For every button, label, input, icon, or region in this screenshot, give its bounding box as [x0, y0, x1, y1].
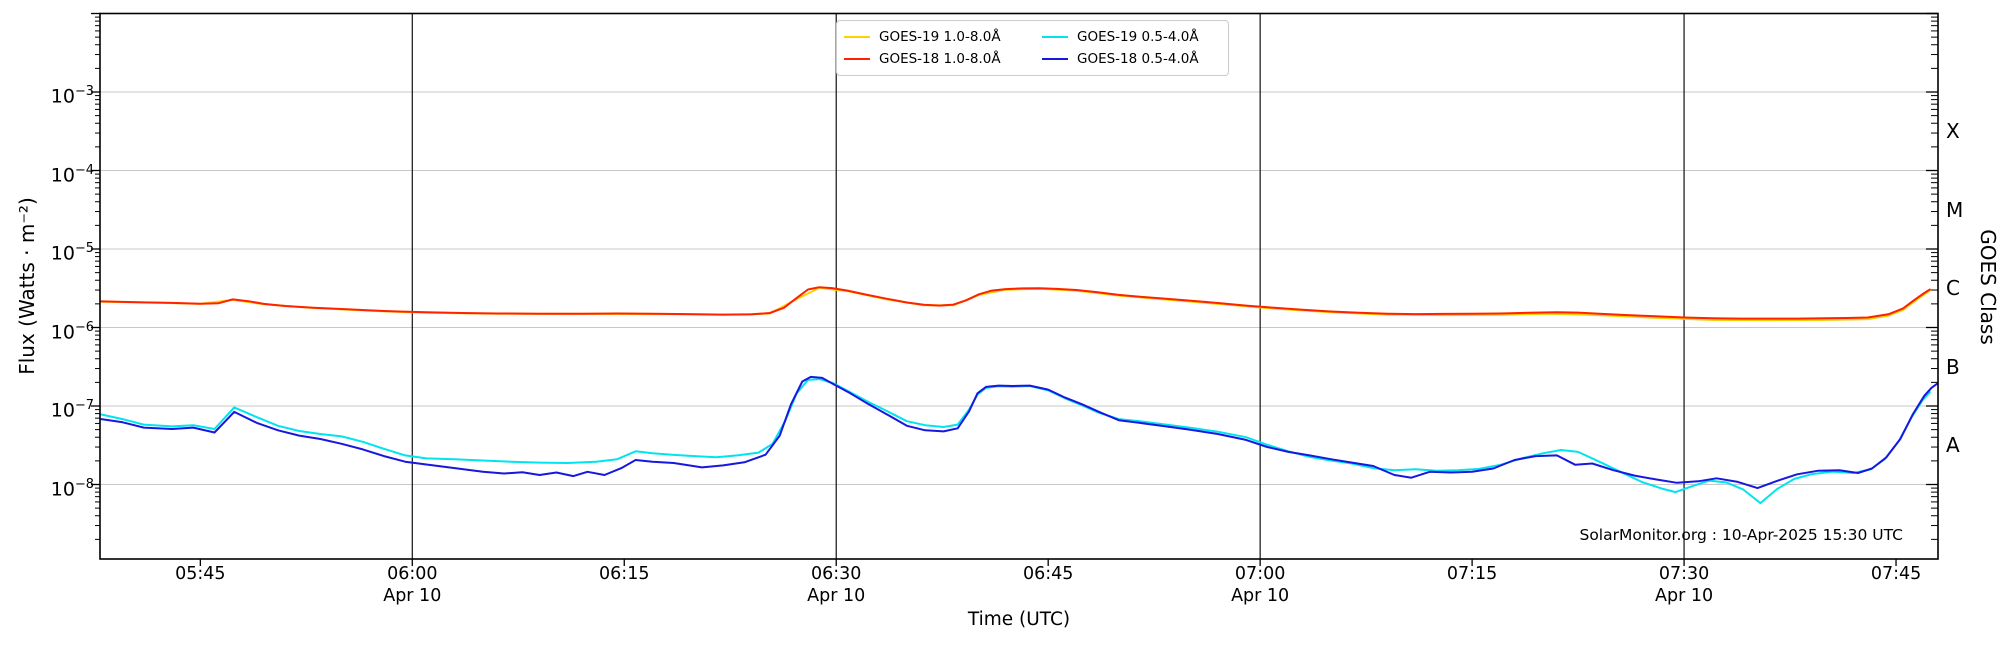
series-lines	[100, 286, 1938, 505]
legend-entry: GOES-19 0.5-4.0Å	[1042, 26, 1218, 48]
legend-entry: GOES-18 0.5-4.0Å	[1042, 48, 1218, 70]
legend-entry: GOES-18 1.0-8.0Å	[844, 48, 1042, 70]
legend-line-swatch	[844, 36, 870, 38]
x-axis-title: Time (UTC)	[967, 609, 1071, 630]
goes-class-label-a: A	[1946, 433, 1960, 458]
x-tick-label: 07:15	[1446, 564, 1498, 584]
x-tick-date: Apr 10	[383, 586, 442, 606]
x-tick-date: Apr 10	[807, 586, 866, 606]
legend-line-swatch	[1042, 58, 1068, 60]
legend: GOES-19 1.0-8.0Å GOES-19 0.5-4.0Å GOES-18 …	[836, 20, 1229, 76]
x-tick-label: 05:45	[175, 564, 226, 584]
y-tick-label: 10−6	[50, 319, 94, 343]
goes-class-label-m: M	[1946, 197, 1964, 222]
y-tick-label: 10−5	[50, 241, 94, 265]
x-tick-label: 06:00 Apr 10	[352, 563, 472, 607]
legend-line-swatch	[1042, 36, 1068, 38]
legend-label: GOES-18 1.0-8.0Å	[879, 51, 1001, 67]
goes-class-label-b: B	[1946, 354, 1960, 379]
legend-entry: GOES-19 1.0-8.0Å	[844, 26, 1042, 48]
goes-class-label-x: X	[1946, 119, 1960, 144]
y-axis-title-goes-class: GOES Class	[1976, 229, 2000, 345]
y-axis-title-flux: Flux (Watts · m⁻²)	[15, 197, 39, 375]
series-line-goes-18-0-5-4-0-	[100, 375, 1938, 490]
x-tick-label: 06:45	[1022, 564, 1074, 584]
y-tick-label: 10−3	[50, 84, 94, 108]
legend-label: GOES-18 0.5-4.0Å	[1077, 51, 1199, 67]
goes-class-label-c: C	[1946, 276, 1960, 301]
watermark-text: SolarMonitor.org : 10-Apr-2025 15:30 UTC	[1579, 526, 1903, 544]
y-tick-label: 10−8	[50, 476, 94, 500]
x-tick-label: 06:30 Apr 10	[776, 563, 896, 607]
x-tick-label: 07:00 Apr 10	[1200, 563, 1320, 607]
x-tick-label: 07:30 Apr 10	[1624, 563, 1744, 607]
legend-line-swatch	[844, 58, 870, 60]
x-tick-date: Apr 10	[1231, 586, 1290, 606]
x-tick-date: Apr 10	[1655, 586, 1714, 606]
y-tick-label: 10−7	[50, 398, 94, 422]
y-tick-label: 10−4	[50, 162, 94, 186]
legend-label: GOES-19 0.5-4.0Å	[1077, 29, 1199, 45]
legend-label: GOES-19 1.0-8.0Å	[879, 29, 1001, 45]
x-tick-label: 06:15	[599, 564, 650, 584]
plot-frame	[99, 12, 1939, 560]
series-line-goes-18-1-0-8-0-	[100, 286, 1931, 320]
x-tick-label: 07:45	[1870, 564, 1922, 584]
